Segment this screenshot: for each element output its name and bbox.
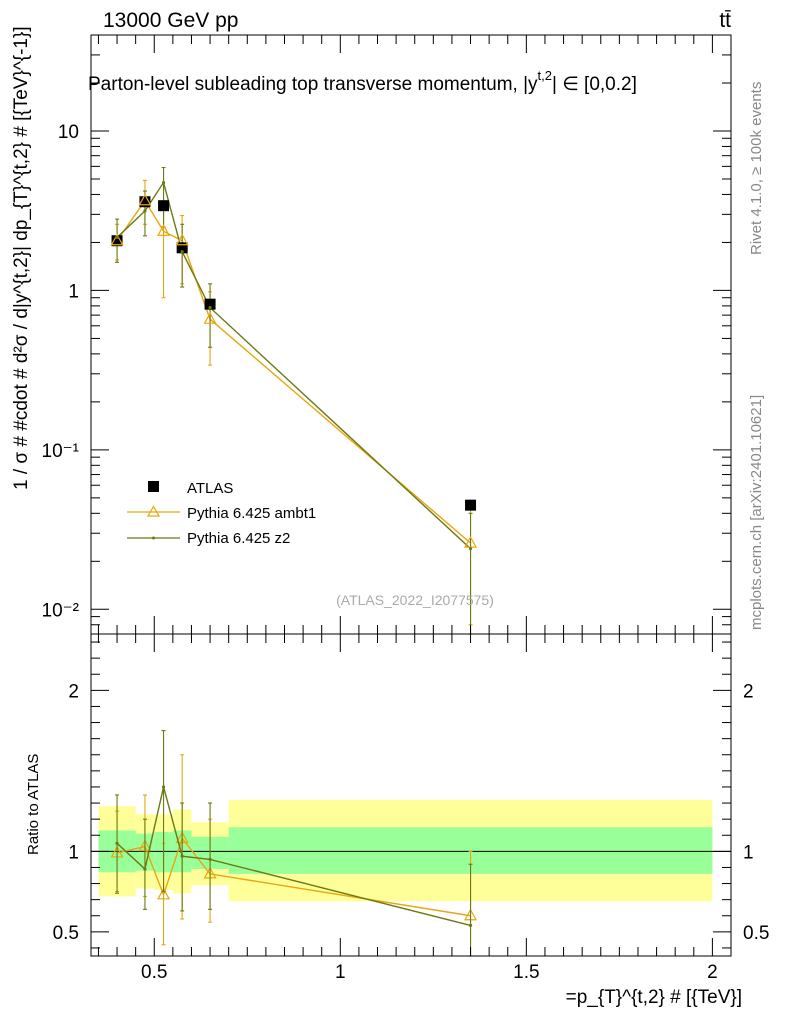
rivet-label: Rivet 4.1.0, ≥ 100k events	[748, 82, 765, 255]
ratio-ambt1-line	[116, 837, 471, 917]
main-z2-point	[161, 180, 166, 185]
main-y-tick-label: 1	[68, 281, 79, 302]
main-panel-axes: 10⁻² 10⁻¹ 1 10	[42, 34, 731, 635]
ratio-y-tick-label: 2	[743, 681, 754, 702]
x-tick-label: 1	[335, 962, 346, 983]
main-panel-data	[110, 166, 478, 635]
title-tail: | ∈ [0,0.2]	[552, 74, 637, 95]
ratio-y-tick-label: 1	[743, 842, 754, 863]
main-atlas-point	[176, 242, 188, 254]
main-atlas-point	[111, 235, 123, 247]
ratio-panel-data	[110, 730, 478, 957]
main-z2-point	[143, 209, 147, 213]
main-y-tick-label: 10⁻²	[42, 600, 80, 621]
main-z2-point	[468, 547, 473, 551]
main-y-tick-label: 10	[58, 122, 79, 143]
main-atlas-point	[139, 196, 151, 208]
main-y-tick-label: 10⁻¹	[42, 441, 80, 462]
ratio-z2-point	[208, 857, 212, 862]
main-z2-point	[208, 306, 212, 310]
legend-z2-label: Pythia 6.425 z2	[187, 530, 290, 547]
legend-z2-marker	[152, 536, 155, 540]
ratio-y-tick-label: 0.5	[743, 923, 769, 944]
main-z2-point	[115, 235, 119, 240]
ratio-y-tick-label: 0.5	[53, 923, 79, 944]
legend-ambt1-marker	[146, 505, 161, 517]
x-tick-label: 1.5	[513, 962, 539, 983]
ratio-z2-line	[116, 786, 471, 927]
ratio-z2-point	[161, 785, 166, 789]
main-atlas-point	[204, 298, 216, 310]
ratio-panel-axes: 0.5 1 1.5 2 0.5 0.5 1 1 2 2	[53, 634, 769, 983]
main-atlas-point	[158, 200, 170, 212]
main-z2-point	[180, 250, 184, 254]
legend-atlas-marker	[148, 481, 159, 492]
ratio-z2-point	[468, 923, 473, 928]
x-axis-label: =p_{T}^{t,2} # [{TeV}]	[566, 987, 742, 1008]
energy-label: 13000 GeV pp	[103, 9, 238, 32]
plot-title: Parton-level subleading top transverse m…	[88, 68, 637, 95]
ratio-panel-frame	[90, 633, 732, 957]
x-tick-label: 0.5	[141, 962, 167, 983]
legend-ambt1-label: Pythia 6.425 ambt1	[187, 505, 316, 522]
mcplots-label: mcplots.cern.ch [arXiv:2401.10621]	[748, 395, 765, 630]
main-ambt1-point	[138, 193, 152, 206]
ratio-y-tick-label: 2	[68, 681, 79, 702]
ratio-y-tick-label: 1	[68, 842, 79, 863]
main-z2-line	[116, 180, 472, 550]
process-label: tt̄	[719, 9, 731, 32]
x-tick-label: 2	[707, 962, 718, 983]
title-main: Parton-level subleading top transverse m…	[88, 74, 538, 95]
ratio-ambt1-point	[157, 887, 171, 900]
main-ambt1-point	[175, 233, 189, 246]
legend: ATLAS Pythia 6.425 ambt1 Pythia 6.425 z2	[127, 480, 316, 547]
title-sup: t,2	[538, 68, 552, 83]
legend-atlas-label: ATLAS	[187, 480, 233, 497]
ratio-z2-point	[115, 841, 119, 845]
main-ambt1-point	[157, 224, 171, 236]
main-ambt1-point	[203, 311, 217, 324]
analysis-watermark: (ATLAS_2022_I2077575)	[336, 592, 494, 608]
ratio-z2-point	[143, 867, 147, 871]
main-ambt1-point	[110, 233, 124, 246]
ratio-z2-point	[180, 854, 184, 858]
main-atlas-point	[465, 499, 477, 511]
main-y-axis-label: 1 / σ # #cdot # d²σ / d|y^{t,2}| dp_{T}^…	[11, 26, 32, 490]
ratio-y-axis-label: Ratio to ATLAS	[25, 754, 42, 855]
ratio-panel-background	[91, 799, 731, 902]
main-ambt1-line	[116, 199, 471, 544]
